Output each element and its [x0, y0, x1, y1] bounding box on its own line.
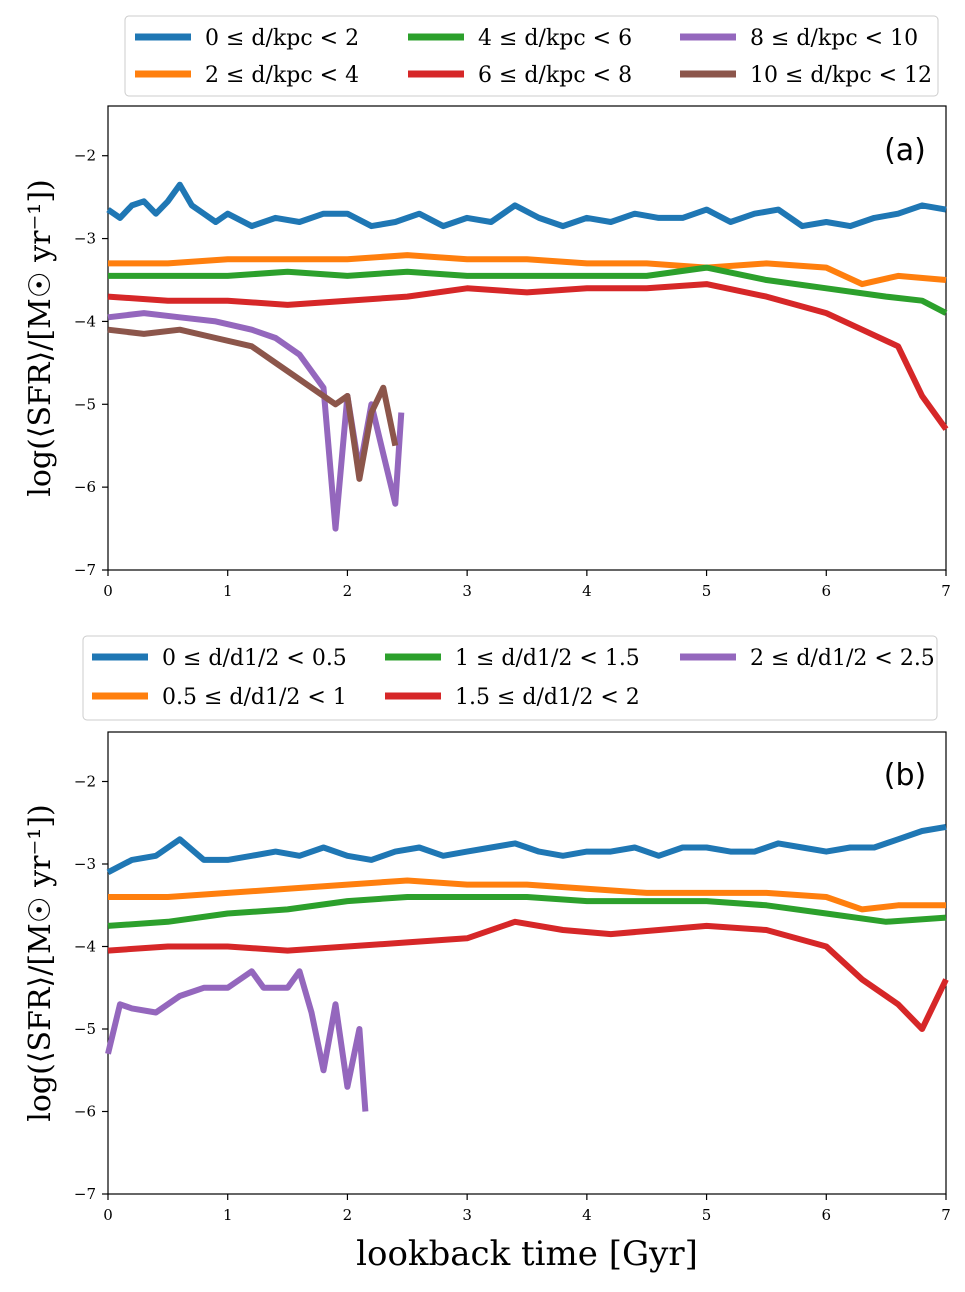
legend-label: 0 ≤ d/d1/2 < 0.5 — [162, 646, 347, 671]
legend-label: 1.5 ≤ d/d1/2 < 2 — [455, 685, 640, 710]
y-tick-label: −2 — [74, 773, 96, 791]
panel-b: 0 1 2 3 4 5 6 7 −7 −6 −5 −4 −3 −2 (b) log(⟨SFR⟩/[M☉ y… — [23, 635, 951, 1274]
x-tick-label: 6 — [822, 1206, 832, 1224]
x-tick-label: 6 — [822, 582, 832, 600]
series-line-a-2 — [108, 264, 948, 316]
legend-label: 10 ≤ d/kpc < 12 — [750, 63, 932, 88]
x-axis-label-b: lookback time [Gyr] — [356, 1234, 698, 1274]
series-line-b-0 — [106, 823, 947, 875]
legend-label: 4 ≤ d/kpc < 6 — [478, 26, 632, 51]
x-tick-label: 2 — [343, 1206, 353, 1224]
series-line-a-1 — [108, 252, 947, 288]
x-tick-label: 7 — [941, 582, 951, 600]
series-line-b-4 — [105, 968, 369, 1112]
panel-a: 0 1 2 3 4 5 6 7 −7 −6 −5 −4 −3 −2 (a) log(⟨SFR⟩/[M☉ y… — [23, 15, 951, 600]
legend-label: 2 ≤ d/d1/2 < 2.5 — [750, 646, 935, 671]
x-tick-label: 7 — [941, 1206, 951, 1224]
x-tick-label: 3 — [462, 582, 472, 600]
y-tick-label: −7 — [74, 561, 96, 579]
plot-area-a — [106, 181, 949, 532]
series-line-a-5 — [107, 326, 399, 482]
y-axis-label-a: log(⟨SFR⟩/[M☉ yr⁻¹]) — [23, 179, 58, 496]
panel-label-a: (a) — [884, 133, 926, 168]
axes-frame-a — [107, 105, 947, 571]
legend-label: 6 ≤ d/kpc < 8 — [478, 63, 632, 88]
y-tick-label: −4 — [74, 938, 96, 956]
y-tick-label: −3 — [74, 230, 96, 248]
legend-label: 0 ≤ d/kpc < 2 — [205, 26, 359, 51]
y-tick-label: −6 — [74, 478, 96, 496]
series-line-a-0 — [106, 181, 947, 230]
legend-label: 2 ≤ d/kpc < 4 — [205, 63, 359, 88]
series-line-b-3 — [107, 918, 949, 1032]
y-tick-label: −5 — [74, 395, 96, 413]
x-tick-label: 1 — [223, 1206, 233, 1224]
y-tick-label: −7 — [74, 1185, 96, 1203]
legend-label: 1 ≤ d/d1/2 < 1.5 — [455, 646, 640, 671]
plot-area-b — [105, 823, 949, 1112]
legend-label: 0.5 ≤ d/d1/2 < 1 — [162, 685, 347, 710]
x-tick-label: 3 — [462, 1206, 472, 1224]
series-line-b-2 — [107, 894, 947, 929]
y-tick-label: −5 — [74, 1020, 96, 1038]
ticks-a: 0 1 2 3 4 5 6 7 −7 −6 −5 −4 −3 −2 — [74, 147, 951, 600]
x-tick-label: 1 — [223, 582, 233, 600]
x-tick-label: 2 — [343, 582, 353, 600]
y-axis-label-b: log(⟨SFR⟩/[M☉ yr⁻¹]) — [23, 804, 58, 1121]
x-tick-label: 5 — [702, 1206, 712, 1224]
x-tick-label: 4 — [582, 1206, 592, 1224]
y-tick-label: −6 — [74, 1103, 96, 1121]
series-line-a-4 — [107, 310, 405, 532]
y-tick-label: −4 — [74, 312, 96, 330]
y-tick-label: −2 — [74, 147, 96, 165]
x-tick-label: 0 — [103, 1206, 113, 1224]
x-tick-label: 5 — [702, 582, 712, 600]
panel-label-b: (b) — [884, 758, 926, 793]
x-tick-label: 0 — [103, 582, 113, 600]
legend-label: 8 ≤ d/kpc < 10 — [750, 26, 918, 51]
series-line-a-3 — [107, 281, 949, 431]
axes-frame-b — [107, 731, 947, 1195]
y-tick-label: −3 — [74, 855, 96, 873]
series-line-b-1 — [108, 877, 946, 913]
ticks-b: 0 1 2 3 4 5 6 7 −7 −6 −5 −4 −3 −2 — [74, 773, 951, 1225]
x-tick-label: 4 — [582, 582, 592, 600]
